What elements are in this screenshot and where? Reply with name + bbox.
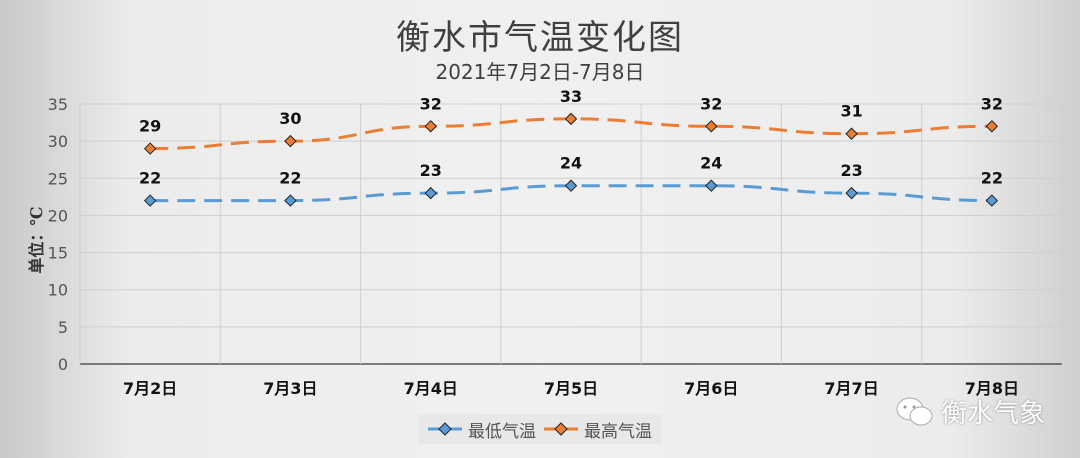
y-tick-label: 0 [58,355,68,374]
y-tick-label: 15 [48,244,68,263]
y-tick-label: 35 [48,95,68,114]
chart-title: 衡水市气温变化图 [396,18,684,58]
x-tick-label: 7月7日 [824,379,878,398]
legend-item-high: 最高气温 [544,417,652,442]
legend-marker-low-icon [428,422,462,436]
wechat-icon [896,397,933,425]
data-point-1 [705,120,718,133]
x-tick-label: 7月6日 [684,379,738,398]
x-tick-label: 7月5日 [544,379,598,398]
data-label-0: 22 [139,169,161,188]
data-label-0: 24 [700,154,722,173]
data-label-1: 31 [840,102,862,121]
legend-marker-high-icon [544,422,578,436]
data-point-0 [424,186,437,200]
y-tick-label: 5 [58,318,68,337]
x-tick-label: 7月8日 [965,379,1019,398]
data-point-0 [985,194,999,207]
data-point-1 [143,142,157,155]
data-label-1: 32 [700,94,722,113]
watermark: 衡水气象 [895,393,1045,430]
data-point-0 [705,179,718,192]
data-point-0 [284,194,297,207]
x-tick-label: 7月4日 [404,379,458,398]
y-tick-label: 25 [48,169,68,188]
data-point-1 [424,120,437,133]
data-point-1 [845,127,858,140]
legend: 最低气温 最高气温 [418,414,662,444]
data-label-1: 32 [420,94,442,113]
data-point-0 [845,186,858,200]
data-label-0: 24 [560,154,582,173]
chart-subtitle: 2021年7月2日-7月8日 [435,60,645,84]
data-point-1 [985,120,999,133]
legend-label-low: 最低气温 [468,421,536,442]
x-tick-label: 7月3日 [263,379,317,398]
y-tick-label: 30 [48,132,68,151]
data-label-0: 23 [420,161,442,180]
data-point-0 [564,179,578,192]
watermark-text: 衡水气象 [941,399,1046,429]
data-label-1: 30 [279,109,301,128]
x-tick-label: 7月2日 [123,379,177,398]
legend-item-low: 最低气温 [428,417,536,442]
data-label-1: 29 [139,117,161,136]
data-label-1: 32 [981,94,1003,113]
data-point-1 [284,134,297,148]
data-point-1 [564,112,578,126]
data-label-0: 22 [981,169,1003,188]
y-tick-label: 10 [48,281,68,300]
legend-label-high: 最高气温 [584,421,652,442]
y-tick-label: 20 [48,206,68,225]
data-label-0: 23 [840,161,862,180]
data-label-1: 33 [560,87,582,106]
data-point-0 [143,194,157,207]
data-label-0: 22 [279,169,301,188]
